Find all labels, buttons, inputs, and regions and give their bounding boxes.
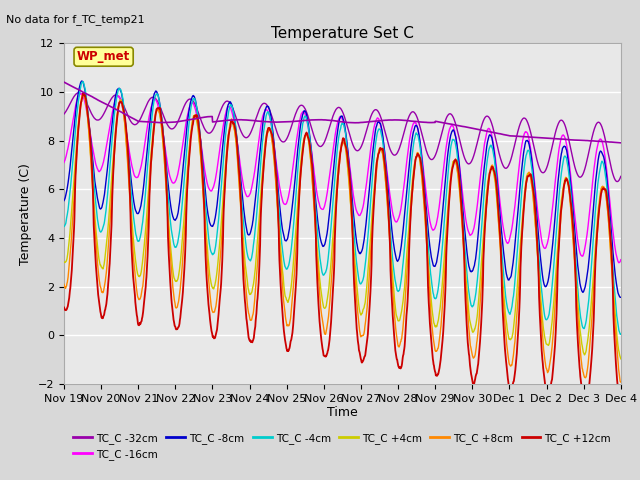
- Title: Temperature Set C: Temperature Set C: [271, 25, 414, 41]
- TC_C -16cm: [378, 125, 385, 131]
- TC_C +4cm: [60, 259, 68, 265]
- TC_C +12cm: [378, 146, 385, 152]
- TC_C -8cm: [617, 294, 625, 300]
- TC_C -8cm: [616, 294, 624, 300]
- TC_C +12cm: [104, 291, 111, 297]
- TC_C -8cm: [297, 122, 305, 128]
- Y-axis label: Temperature (C): Temperature (C): [19, 163, 32, 264]
- TC_C -32cm: [613, 179, 621, 184]
- TC_C -8cm: [378, 124, 385, 130]
- TC_C -16cm: [126, 154, 134, 159]
- TC_C -16cm: [297, 114, 305, 120]
- TC_C -32cm: [318, 143, 326, 148]
- TC_C -32cm: [297, 103, 305, 108]
- TC_C -8cm: [126, 168, 134, 173]
- TC_C -4cm: [104, 192, 111, 198]
- TC_C +8cm: [297, 173, 305, 179]
- TC_C -4cm: [318, 270, 326, 276]
- TC_C -4cm: [126, 176, 134, 181]
- TC_C -16cm: [617, 257, 625, 263]
- TC_C -32cm: [104, 103, 111, 109]
- TC_C +4cm: [104, 231, 111, 237]
- TC_C +12cm: [60, 305, 68, 311]
- TC_C +8cm: [80, 91, 88, 96]
- Line: TC_C -16cm: TC_C -16cm: [64, 94, 621, 263]
- TC_C -4cm: [617, 331, 625, 337]
- TC_C +8cm: [104, 256, 111, 262]
- Line: TC_C -8cm: TC_C -8cm: [64, 81, 621, 297]
- TC_C -32cm: [75, 90, 83, 96]
- TC_C +4cm: [126, 194, 134, 200]
- TC_C -16cm: [77, 91, 85, 96]
- TC_C -4cm: [60, 224, 68, 229]
- TC_C -32cm: [617, 173, 625, 179]
- TC_C +4cm: [617, 356, 625, 362]
- TC_C -4cm: [79, 79, 87, 84]
- TC_C -8cm: [308, 157, 316, 163]
- Line: TC_C -4cm: TC_C -4cm: [64, 82, 621, 335]
- TC_C -8cm: [60, 198, 68, 204]
- TC_C +12cm: [297, 171, 305, 177]
- TC_C +12cm: [79, 90, 87, 96]
- TC_C +12cm: [126, 196, 134, 202]
- TC_C +8cm: [60, 281, 68, 287]
- TC_C +4cm: [308, 175, 316, 180]
- Text: No data for f_TC_temp21: No data for f_TC_temp21: [6, 14, 145, 25]
- TC_C -32cm: [378, 116, 385, 121]
- TC_C -4cm: [297, 137, 305, 143]
- Line: TC_C -32cm: TC_C -32cm: [64, 93, 621, 181]
- Line: TC_C +4cm: TC_C +4cm: [64, 95, 621, 359]
- TC_C -4cm: [308, 161, 316, 167]
- TC_C +8cm: [318, 315, 326, 321]
- Line: TC_C +8cm: TC_C +8cm: [64, 94, 621, 382]
- TC_C -32cm: [60, 111, 68, 117]
- TC_C -4cm: [378, 130, 385, 136]
- Text: WP_met: WP_met: [77, 50, 131, 63]
- TC_C -8cm: [78, 78, 86, 84]
- TC_C +12cm: [617, 406, 625, 411]
- Line: TC_C +12cm: TC_C +12cm: [64, 93, 621, 408]
- TC_C +12cm: [318, 344, 326, 349]
- TC_C +12cm: [308, 162, 316, 168]
- TC_C -32cm: [308, 127, 316, 133]
- TC_C -8cm: [318, 242, 326, 248]
- TC_C +8cm: [378, 146, 385, 152]
- X-axis label: Time: Time: [327, 407, 358, 420]
- Legend: TC_C -32cm, TC_C -16cm, TC_C -8cm, TC_C -4cm, TC_C +4cm, TC_C +8cm, TC_C +12cm: TC_C -32cm, TC_C -16cm, TC_C -8cm, TC_C …: [69, 429, 615, 464]
- TC_C +8cm: [617, 379, 625, 385]
- TC_C -16cm: [615, 260, 623, 266]
- TC_C -32cm: [126, 118, 134, 123]
- TC_C -16cm: [104, 137, 111, 143]
- TC_C +4cm: [378, 146, 385, 152]
- TC_C +8cm: [308, 175, 316, 180]
- TC_C +4cm: [297, 162, 305, 168]
- TC_C -8cm: [104, 166, 111, 171]
- TC_C +4cm: [79, 92, 87, 98]
- TC_C -4cm: [616, 332, 624, 337]
- TC_C -16cm: [318, 206, 326, 212]
- TC_C +4cm: [318, 296, 326, 302]
- TC_C -16cm: [308, 152, 316, 158]
- TC_C +8cm: [126, 199, 134, 205]
- TC_C -16cm: [60, 159, 68, 165]
